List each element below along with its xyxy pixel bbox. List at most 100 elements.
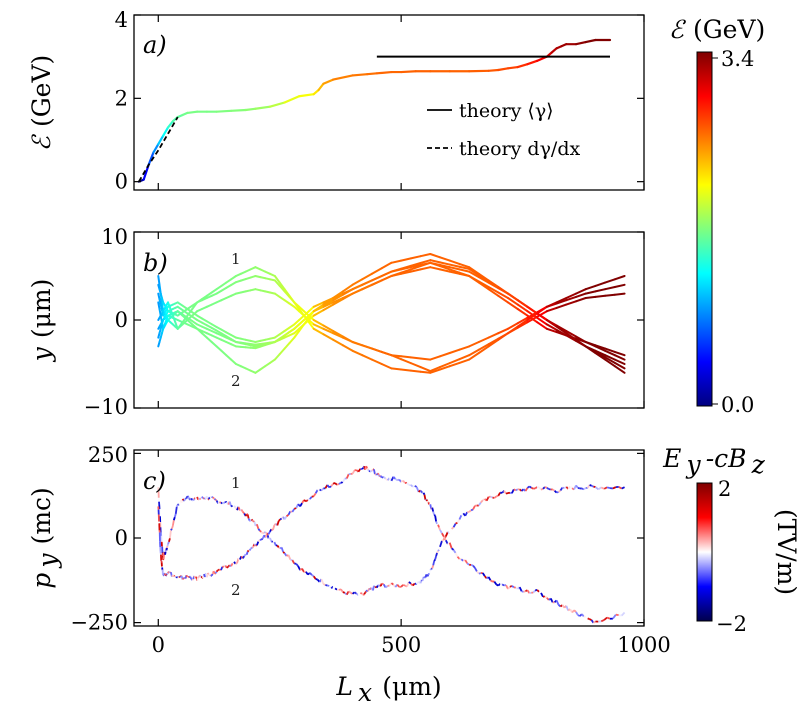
- momentum-segment: [592, 620, 596, 624]
- momentum-segment: [441, 538, 445, 542]
- momentum-segment: [295, 563, 299, 567]
- trajectory-segment: [361, 279, 373, 286]
- trajectory-segment: [419, 259, 432, 265]
- momentum-segment: [174, 506, 178, 515]
- trajectory-segment: [604, 278, 616, 284]
- momentum-segment: [482, 498, 486, 502]
- momentum-segment: [438, 546, 441, 551]
- momentum-segment: [555, 599, 560, 606]
- ylabel-c: p y (mc): [27, 487, 62, 589]
- momentum-segment: [269, 528, 273, 533]
- momentum-segment: [412, 485, 416, 488]
- trajectory-segment: [468, 352, 480, 361]
- momentum-segment: [600, 619, 605, 623]
- trajectory-segment: [526, 312, 539, 321]
- momentum-segment: [431, 507, 435, 512]
- momentum-curve-2: [157, 465, 626, 624]
- trajectory-segment: [303, 314, 310, 321]
- momentum-segment: [496, 494, 499, 498]
- momentum-segment: [307, 498, 311, 501]
- trajectory-segment: [419, 357, 432, 361]
- trajectory-segment: [507, 292, 519, 302]
- momentum-segment: [583, 487, 587, 491]
- momentum-segment: [557, 489, 561, 493]
- trajectory-segment: [477, 274, 490, 283]
- trajectory-segment: [477, 345, 490, 354]
- trajectory-segment: [409, 262, 422, 267]
- ylabel-b-unit: (μm): [27, 279, 56, 338]
- trajectory-segment: [303, 319, 310, 326]
- momentum-segment: [422, 492, 426, 496]
- trajectory-segment: [458, 354, 471, 361]
- momentum-segment: [351, 469, 356, 475]
- momentum-segment: [534, 486, 538, 490]
- xtick-label: 500: [381, 633, 421, 657]
- momentum-segment: [603, 616, 608, 621]
- momentum-curve-1: [157, 484, 625, 596]
- momentum-segment: [540, 592, 544, 598]
- trajectory-segment: [487, 332, 500, 339]
- trajectory-segment: [273, 279, 281, 287]
- momentum-segment: [464, 511, 468, 517]
- momentum-segment: [435, 521, 438, 525]
- momentum-segment: [392, 476, 396, 480]
- trajectory-segment: [312, 319, 325, 327]
- momentum-segment: [173, 574, 176, 577]
- energy-segment: [215, 109, 233, 113]
- momentum-segment: [242, 555, 246, 559]
- momentum-segment: [540, 487, 544, 491]
- momentum-segment: [320, 578, 325, 585]
- momentum-segment: [181, 498, 185, 501]
- energy-segment: [332, 74, 354, 81]
- trajectory-segment: [439, 365, 451, 371]
- momentum-segment: [474, 567, 478, 572]
- trajectory-segment: [555, 297, 568, 304]
- momentum-segment: [603, 486, 608, 490]
- trajectory-segment: [225, 354, 233, 361]
- trajectory-segment: [604, 286, 616, 291]
- momentum-segment: [423, 494, 427, 500]
- momentum-segment: [342, 478, 346, 483]
- momentum-segment: [402, 584, 406, 587]
- momentum-segment: [367, 469, 370, 472]
- trajectory-segment: [283, 342, 291, 350]
- momentum-segment: [293, 507, 297, 510]
- momentum-segment: [589, 484, 592, 487]
- ytick-label: −250: [70, 611, 128, 635]
- momentum-segment: [171, 574, 174, 578]
- momentum-segment: [364, 590, 367, 594]
- momentum-segment: [575, 611, 579, 616]
- momentum-segment: [385, 478, 389, 481]
- trajectory-segment: [181, 319, 189, 326]
- trajectory-segment: [448, 268, 461, 274]
- trajectory-segment: [201, 332, 208, 339]
- trajectory-segment: [307, 321, 315, 330]
- momentum-segment: [408, 581, 412, 585]
- trajectory-segment: [487, 338, 500, 348]
- momentum-segment: [544, 595, 548, 599]
- trajectory-segment: [174, 321, 179, 330]
- momentum-segment: [379, 583, 383, 587]
- momentum-segment: [452, 523, 457, 528]
- momentum-segment: [433, 514, 436, 517]
- trajectory-7: [157, 261, 626, 357]
- momentum-segment: [493, 495, 497, 499]
- momentum-segment: [470, 564, 474, 567]
- momentum-segment: [285, 514, 290, 518]
- trajectory-segment: [293, 319, 301, 326]
- trajectory-segment: [312, 327, 325, 336]
- momentum-segment: [189, 576, 193, 580]
- trajectory-segment: [575, 288, 587, 295]
- momentum-segment: [493, 581, 498, 585]
- trajectory-segment: [487, 286, 500, 294]
- trajectory-segment: [594, 349, 607, 357]
- momentum-segment: [480, 499, 484, 504]
- momentum-segment: [606, 486, 611, 490]
- momentum-segment: [259, 530, 262, 533]
- trajectory-segment: [516, 316, 529, 325]
- momentum-segment: [546, 597, 550, 601]
- momentum-segment: [334, 587, 338, 591]
- trajectory-segment: [468, 275, 480, 284]
- momentum-segment: [434, 555, 437, 560]
- momentum-segment: [355, 592, 359, 596]
